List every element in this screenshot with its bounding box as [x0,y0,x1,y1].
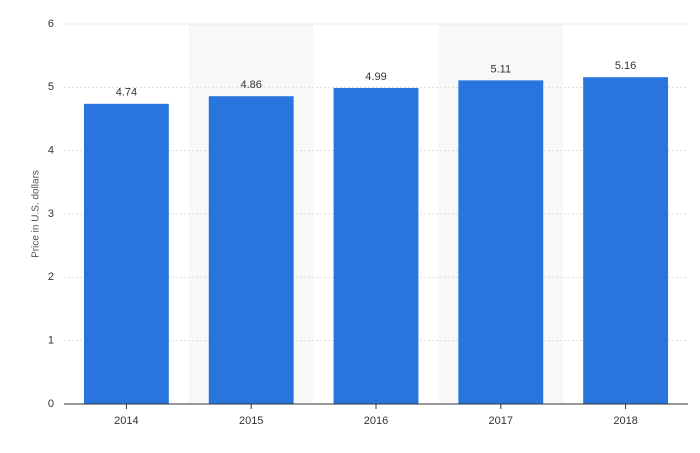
bar [208,96,294,404]
bar [458,80,544,404]
y-tick-label: 4 [48,145,54,157]
y-tick-label: 5 [48,81,54,93]
y-axis-label: Price in U.S. dollars [31,170,42,258]
x-tick-label: 2015 [239,415,263,427]
value-label: 5.11 [491,63,512,75]
x-tick-label: 2017 [489,415,513,427]
y-tick-label: 1 [48,335,54,347]
x-tick-label: 2018 [613,415,637,427]
y-tick-label: 2 [48,271,54,283]
x-tick-label: 2014 [114,415,138,427]
value-label: 4.99 [365,71,386,83]
y-tick-label: 6 [48,18,54,30]
value-label: 5.16 [615,60,636,72]
y-tick-label: 3 [48,208,54,220]
value-label: 4.86 [240,79,261,91]
x-tick-label: 2016 [364,415,388,427]
bar [583,77,669,404]
y-tick-label: 0 [48,398,54,410]
bar [83,103,169,405]
bar [333,87,419,404]
value-label: 4.74 [116,87,137,99]
